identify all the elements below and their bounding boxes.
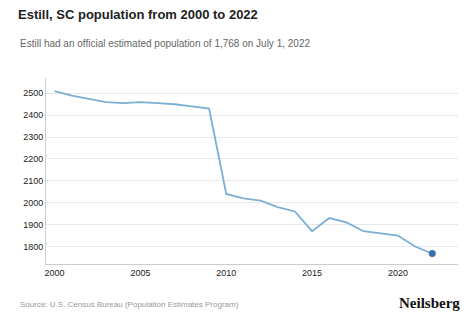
- svg-text:2020: 2020: [388, 268, 408, 278]
- svg-text:Neilsberg: Neilsberg: [399, 295, 460, 311]
- svg-text:2500: 2500: [23, 88, 43, 98]
- svg-text:2000: 2000: [45, 268, 65, 278]
- svg-text:2010: 2010: [216, 268, 236, 278]
- svg-text:2005: 2005: [130, 268, 150, 278]
- svg-text:2400: 2400: [23, 110, 43, 120]
- svg-text:2300: 2300: [23, 132, 43, 142]
- svg-text:1900: 1900: [23, 220, 43, 230]
- svg-text:2100: 2100: [23, 176, 43, 186]
- svg-text:2015: 2015: [302, 268, 322, 278]
- svg-text:2200: 2200: [23, 154, 43, 164]
- svg-text:Estill had an official estimat: Estill had an official estimated populat…: [20, 38, 310, 49]
- svg-text:2000: 2000: [23, 198, 43, 208]
- svg-text:Estill, SC population from 200: Estill, SC population from 2000 to 2022: [18, 7, 258, 22]
- svg-text:Source: U.S. Census Bureau (Po: Source: U.S. Census Bureau (Population E…: [20, 300, 239, 309]
- svg-text:1800: 1800: [23, 242, 43, 252]
